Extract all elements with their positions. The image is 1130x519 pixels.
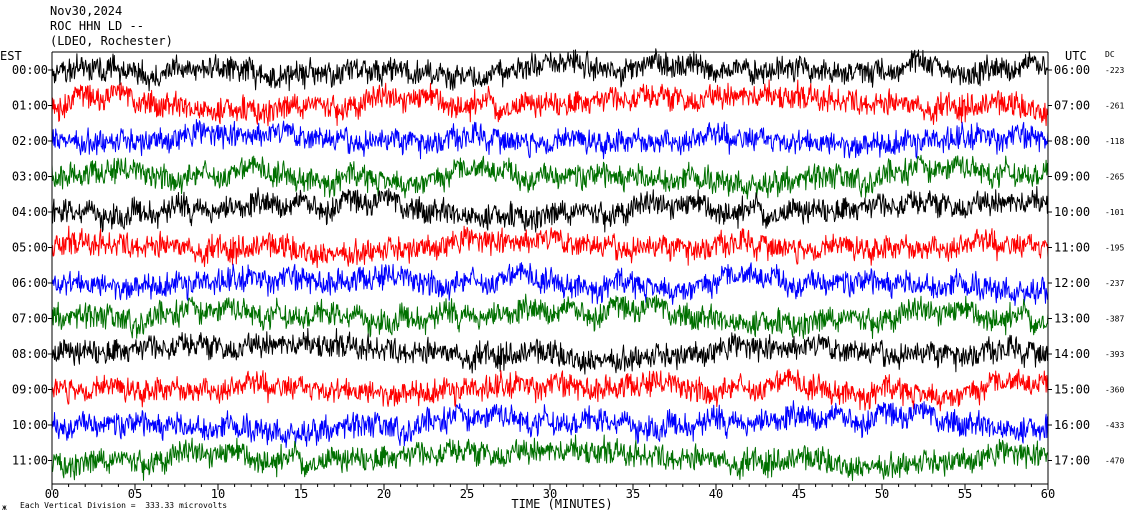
dc-value-2: -118 bbox=[1105, 137, 1124, 146]
est-label-1100: 11:00 bbox=[12, 454, 48, 468]
logo-icon: ж bbox=[2, 503, 7, 512]
trace-layer bbox=[51, 48, 1049, 482]
x-tick-label-05: 05 bbox=[128, 487, 142, 501]
trace-line-0200 bbox=[51, 119, 1049, 160]
utc-label-1600: 16:00 bbox=[1054, 418, 1090, 432]
x-tick-label-35: 35 bbox=[626, 487, 640, 501]
left-axis-title: EST bbox=[0, 49, 22, 63]
utc-label-0600: 06:00 bbox=[1054, 63, 1090, 77]
est-label-1000: 10:00 bbox=[12, 418, 48, 432]
est-label-0900: 09:00 bbox=[12, 383, 48, 397]
utc-label-1000: 10:00 bbox=[1054, 205, 1090, 219]
dc-value-6: -237 bbox=[1105, 279, 1124, 288]
est-label-0600: 06:00 bbox=[12, 276, 48, 290]
scale-note: Each Vertical Division = 333.33 microvol… bbox=[20, 501, 228, 510]
dc-value-5: -195 bbox=[1105, 244, 1124, 253]
trace-line-1100 bbox=[51, 434, 1049, 482]
x-tick-label-15: 15 bbox=[294, 487, 308, 501]
x-tick-label-30: 30 bbox=[543, 487, 557, 501]
header-date: Nov30,2024 bbox=[50, 4, 123, 18]
trace-line-0800 bbox=[51, 327, 1049, 375]
utc-label-0800: 08:00 bbox=[1054, 134, 1090, 148]
est-label-0300: 03:00 bbox=[12, 170, 48, 184]
x-tick-label-10: 10 bbox=[211, 487, 225, 501]
dc-value-4: -101 bbox=[1105, 208, 1124, 217]
dc-value-7: -387 bbox=[1105, 315, 1124, 324]
est-label-0800: 08:00 bbox=[12, 347, 48, 361]
right-axis-title: UTC bbox=[1065, 49, 1087, 63]
x-tick-label-45: 45 bbox=[792, 487, 806, 501]
dc-value-9: -360 bbox=[1105, 386, 1124, 395]
est-label-0700: 07:00 bbox=[12, 312, 48, 326]
trace-line-0900 bbox=[51, 368, 1049, 412]
x-tick-label-50: 50 bbox=[875, 487, 889, 501]
dc-value-1: -261 bbox=[1105, 102, 1124, 111]
x-tick-label-60: 60 bbox=[1041, 487, 1055, 501]
dc-value-11: -470 bbox=[1105, 457, 1124, 466]
trace-line-1000 bbox=[51, 400, 1049, 448]
trace-line-0400 bbox=[51, 185, 1049, 233]
dc-title: DC bbox=[1105, 50, 1115, 59]
utc-label-0700: 07:00 bbox=[1054, 99, 1090, 113]
x-tick-label-55: 55 bbox=[958, 487, 972, 501]
est-label-0000: 00:00 bbox=[12, 63, 48, 77]
x-tick-layer: 00 05 10 15 20 25 30 35 40 45 50 55 60 bbox=[45, 484, 1055, 501]
est-label-0100: 01:00 bbox=[12, 99, 48, 113]
utc-label-1700: 17:00 bbox=[1054, 454, 1090, 468]
utc-label-1300: 13:00 bbox=[1054, 312, 1090, 326]
utc-label-1400: 14:00 bbox=[1054, 347, 1090, 361]
utc-label-0900: 09:00 bbox=[1054, 170, 1090, 184]
dc-value-0: -223 bbox=[1105, 66, 1124, 75]
est-label-0400: 04:00 bbox=[12, 205, 48, 219]
header-network: (LDEO, Rochester) bbox=[50, 34, 173, 48]
dc-value-10: -433 bbox=[1105, 421, 1124, 430]
row-label-layer: 00:00 06:00 -223 01:00 07:00 -261 02:00 08:00 -1… bbox=[12, 63, 1125, 468]
x-tick-label-20: 20 bbox=[377, 487, 391, 501]
trace-line-0100 bbox=[51, 79, 1049, 127]
utc-label-1200: 12:00 bbox=[1054, 276, 1090, 290]
x-tick-label-00: 00 bbox=[45, 487, 59, 501]
trace-line-0700 bbox=[51, 293, 1049, 340]
trace-line-0600 bbox=[51, 262, 1049, 306]
header-station: ROC HHN LD -- bbox=[50, 19, 144, 33]
dc-value-8: -393 bbox=[1105, 350, 1124, 359]
x-tick-label-25: 25 bbox=[460, 487, 474, 501]
trace-line-0000 bbox=[51, 48, 1049, 92]
trace-line-0300 bbox=[51, 154, 1049, 200]
est-label-0200: 02:00 bbox=[12, 134, 48, 148]
dc-value-3: -265 bbox=[1105, 173, 1124, 182]
trace-line-0500 bbox=[51, 225, 1049, 269]
utc-label-1500: 15:00 bbox=[1054, 383, 1090, 397]
utc-label-1100: 11:00 bbox=[1054, 241, 1090, 255]
est-label-0500: 05:00 bbox=[12, 241, 48, 255]
x-axis-label: TIME (MINUTES) bbox=[511, 497, 612, 511]
x-tick-label-40: 40 bbox=[709, 487, 723, 501]
